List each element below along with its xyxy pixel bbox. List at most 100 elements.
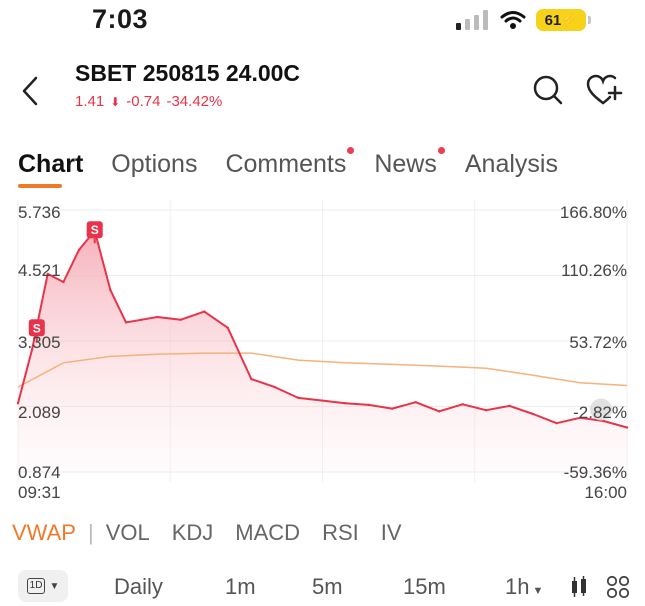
price-point	[390, 407, 394, 410]
vwap-line	[17, 352, 628, 388]
price-point	[273, 385, 276, 389]
indicator-macd[interactable]: MACD	[235, 520, 301, 545]
tab-analysis[interactable]: Analysis	[465, 150, 558, 179]
tab-label: News	[374, 150, 437, 178]
tab-label: Options	[111, 150, 198, 178]
price-point	[250, 377, 253, 381]
search-icon	[533, 75, 563, 105]
indicator-vwap[interactable]: VWAP	[12, 520, 76, 545]
price-point	[46, 272, 49, 276]
sell-marker	[28, 319, 45, 337]
price-point	[484, 409, 488, 412]
wifi-icon	[500, 11, 526, 29]
price-quote: 1.41 ⬇ -0.74 -34.42%	[75, 93, 222, 110]
sell-marker	[86, 221, 103, 239]
hour-dropdown[interactable]: 1h ▼	[505, 574, 543, 600]
status-icons: 61 ⚡	[456, 9, 591, 31]
time-start-label: 09:31	[18, 483, 61, 502]
back-button[interactable]	[16, 74, 44, 108]
price-point	[555, 421, 558, 425]
price-point	[30, 348, 34, 351]
crosshair-dot	[590, 398, 612, 421]
price-change: -0.74	[126, 93, 161, 110]
price-area	[18, 230, 627, 472]
tab-label: Chart	[18, 150, 84, 178]
left-axis-label: 2.089	[18, 403, 61, 422]
timeframe-bar: 1D ▼ Daily 1m 5m 15m 1h ▼	[0, 566, 645, 606]
battery-level: 61	[544, 11, 562, 29]
indicator-bar: VWAP | VOL KDJ MACD RSI IV	[12, 520, 424, 546]
add-favorite-button[interactable]	[585, 73, 625, 107]
time-end-label: 16:00	[584, 483, 627, 502]
status-time: 7:03	[92, 4, 149, 34]
indicator-rsi[interactable]: RSI	[322, 520, 359, 545]
left-axis-label: 0.874	[18, 463, 61, 482]
right-axis-label: 53.72%	[569, 333, 627, 352]
caret-down-icon: ▼	[49, 580, 60, 592]
active-tab-indicator	[18, 184, 62, 188]
notification-dot	[347, 147, 355, 154]
indicator-vol[interactable]: VOL	[105, 520, 150, 545]
right-axis-label: 110.26%	[561, 261, 627, 280]
price-point	[461, 403, 464, 406]
tab-label: Analysis	[464, 150, 558, 178]
right-axis-label: -2.82%	[573, 403, 627, 422]
price-point	[367, 403, 370, 407]
period-dropdown[interactable]: 1D ▼	[18, 570, 68, 602]
price-point	[226, 326, 229, 329]
down-arrow-icon: ⬇	[110, 94, 121, 109]
caret-down-icon: ▼	[532, 585, 544, 597]
tab-options[interactable]: Options	[111, 150, 197, 179]
search-button[interactable]	[531, 73, 565, 107]
left-axis-label: 4.521	[18, 261, 61, 280]
indicator-iv[interactable]: IV	[380, 520, 402, 545]
divider: |	[87, 520, 94, 545]
grid-icon[interactable]	[606, 575, 630, 599]
price-point	[77, 248, 81, 251]
price-point	[109, 288, 112, 292]
timeframe-5m[interactable]: 5m	[312, 574, 343, 599]
price-point	[508, 404, 511, 408]
sell-marker-label: S	[33, 321, 41, 335]
left-axis-label: 5.736	[18, 203, 61, 222]
timeframe-15m[interactable]: 15m	[403, 574, 446, 599]
tab-news[interactable]: News	[374, 147, 445, 179]
price-point	[156, 315, 159, 319]
tab-chart[interactable]: Chart	[18, 150, 84, 188]
price-point	[140, 318, 143, 321]
tab-comments[interactable]: Comments	[225, 147, 355, 179]
timeframe-1m[interactable]: 1m	[225, 574, 256, 599]
price-point	[602, 419, 605, 423]
price-point	[320, 399, 323, 402]
tab-label: Comments	[225, 150, 347, 178]
hour-value: 1h	[505, 574, 530, 599]
back-arrow-icon	[22, 76, 38, 106]
indicator-kdj[interactable]: KDJ	[171, 520, 214, 545]
price-point	[179, 318, 183, 321]
candlestick-icon[interactable]	[570, 576, 588, 598]
price-point	[344, 402, 347, 405]
price-point	[578, 416, 582, 419]
signal-icon	[456, 10, 488, 30]
last-price: 1.41	[75, 93, 105, 110]
price-point	[531, 412, 535, 416]
tab-bar: Chart Options Comments News Analysis	[18, 147, 558, 190]
price-point	[437, 410, 441, 413]
right-axis-label: -59.36%	[563, 463, 627, 482]
heart-plus-icon	[586, 74, 623, 105]
price-point	[297, 396, 300, 400]
sell-marker-label: S	[91, 223, 99, 237]
right-axis-label: 166.80%	[559, 203, 627, 222]
period-value: 1D	[26, 578, 46, 594]
notification-dot	[437, 147, 445, 154]
price-point	[62, 280, 65, 284]
left-axis-label: 3.305	[18, 333, 61, 352]
price-point	[203, 310, 206, 313]
price-point	[16, 402, 20, 405]
page-title: SBET 250815 24.00C	[75, 60, 301, 86]
price-change-pct: -34.42%	[166, 93, 223, 110]
price-point	[124, 321, 128, 324]
chart-canvas[interactable]: SS	[0, 196, 645, 508]
timeframe-daily[interactable]: Daily	[114, 574, 163, 599]
